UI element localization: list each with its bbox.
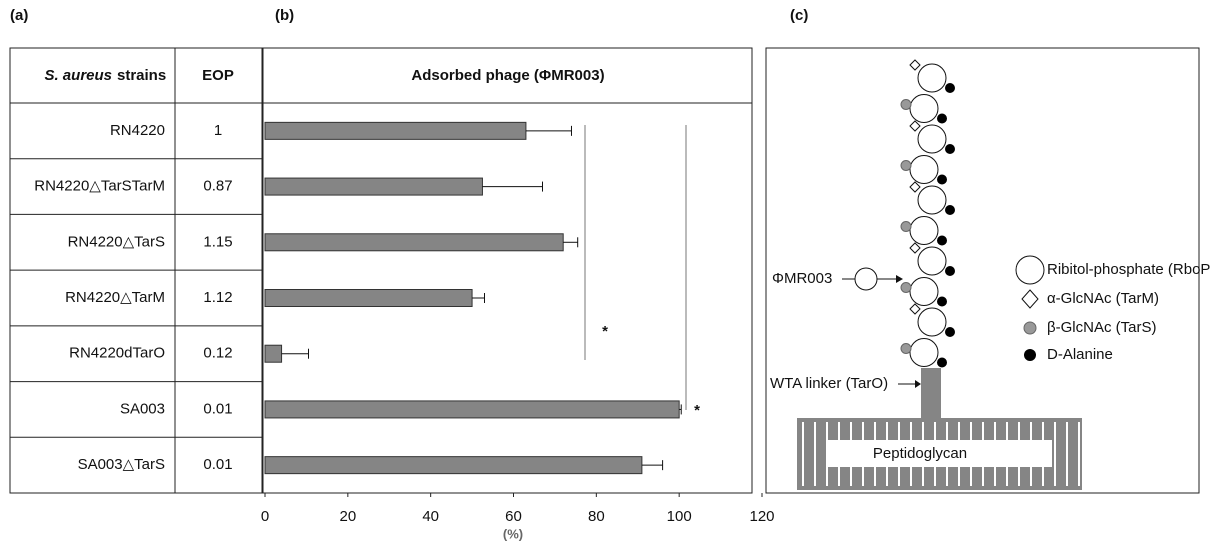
significance-star: *	[694, 402, 700, 419]
strain-name: RN4220△TarSTarM	[34, 178, 165, 195]
strain-name: RN4220△TarS	[68, 233, 165, 250]
legend-label: α-GlcNAc (TarM)	[1047, 290, 1159, 307]
panel-label: (c)	[790, 7, 808, 24]
x-tick-label: 40	[422, 508, 439, 525]
table-header: strains	[117, 67, 166, 84]
rbop-unit	[909, 338, 939, 367]
glcnac-beta	[900, 160, 912, 171]
rbop-unit	[909, 155, 939, 184]
eop-value: 1	[214, 122, 222, 139]
peptidoglycan-box	[827, 440, 1052, 467]
x-tick-label: 0	[261, 508, 269, 525]
strain-name: RN4220△TarM	[65, 289, 165, 306]
legend-gray-dot	[1023, 321, 1037, 335]
x-tick-label: 100	[667, 508, 692, 525]
x-tick-label: 120	[749, 508, 774, 525]
bar	[264, 121, 527, 140]
legend-black-dot	[1024, 349, 1036, 361]
table-header: EOP	[202, 67, 234, 84]
bar	[264, 177, 483, 196]
d-alanine	[945, 327, 955, 337]
legend-label: D-Alanine	[1047, 346, 1113, 363]
glcnac-beta	[900, 343, 912, 354]
arrowhead	[896, 275, 903, 283]
d-alanine	[937, 296, 947, 307]
strain-name: RN4220dTarO	[69, 345, 165, 362]
d-alanine	[945, 83, 955, 93]
legend-label: Ribitol-phosphate (RboP)	[1047, 261, 1210, 278]
legend-label: β-GlcNAc (TarS)	[1047, 319, 1156, 336]
d-alanine	[945, 205, 955, 215]
phage-label: ΦMR003	[772, 270, 832, 287]
d-alanine	[945, 144, 955, 154]
strain-name: RN4220	[110, 122, 165, 139]
chart-frame	[262, 47, 753, 494]
x-tick-label: 80	[588, 508, 605, 525]
strain-name: SA003	[120, 400, 165, 417]
d-alanine	[937, 357, 947, 368]
bar	[264, 344, 283, 363]
eop-value: 0.87	[203, 178, 232, 195]
arrowhead	[915, 380, 921, 388]
eop-value: 1.15	[203, 233, 232, 250]
eop-value: 1.12	[203, 289, 232, 306]
chart-title: Adsorbed phage (ΦMR003)	[411, 67, 604, 84]
glcnac-beta	[900, 99, 912, 110]
rbop-unit	[917, 63, 947, 93]
bar	[264, 456, 643, 475]
eop-value: 0.01	[203, 456, 232, 473]
table-header: S. aureus	[44, 67, 112, 84]
rbop-unit	[917, 307, 947, 337]
d-alanine	[937, 113, 947, 124]
legend-rbop	[1015, 255, 1045, 285]
rbop-unit	[917, 185, 947, 215]
rbop-unit	[909, 94, 939, 123]
glcnac-alpha	[909, 120, 921, 132]
phage-icon	[854, 267, 878, 291]
d-alanine	[945, 266, 955, 276]
peptidoglycan-label: Peptidoglycan	[873, 445, 967, 462]
glcnac-beta	[900, 221, 912, 232]
d-alanine	[937, 174, 947, 185]
strain-name: SA003△TarS	[78, 456, 165, 473]
glcnac-alpha	[909, 242, 921, 254]
eop-value: 0.12	[203, 345, 232, 362]
panel-label: (b)	[275, 7, 294, 24]
glcnac-alpha	[909, 59, 921, 71]
glcnac-alpha	[909, 181, 921, 193]
diagram-frame	[765, 47, 1200, 494]
wta-linker	[921, 368, 941, 420]
bar	[264, 289, 473, 307]
panel-label: (a)	[10, 7, 28, 24]
eop-value: 0.01	[203, 400, 232, 417]
rbop-unit	[917, 246, 947, 276]
rbop-unit	[909, 277, 939, 306]
d-alanine	[937, 235, 947, 246]
bar	[264, 400, 680, 419]
rbop-unit	[917, 124, 947, 154]
glcnac-beta	[900, 282, 912, 293]
linker-label: WTA linker (TarO)	[770, 375, 888, 392]
significance-star: *	[602, 323, 608, 340]
diagram: WTA linker (TarO) ΦMR003 Ribitol-phospha…	[765, 47, 1210, 494]
x-tick-label: 20	[339, 508, 356, 525]
bar	[264, 233, 564, 252]
glcnac-alpha	[909, 303, 921, 315]
x-axis-label: (%)	[503, 526, 523, 541]
rbop-unit	[909, 216, 939, 245]
x-tick-label: 60	[505, 508, 522, 525]
legend-diamond	[1021, 289, 1039, 309]
